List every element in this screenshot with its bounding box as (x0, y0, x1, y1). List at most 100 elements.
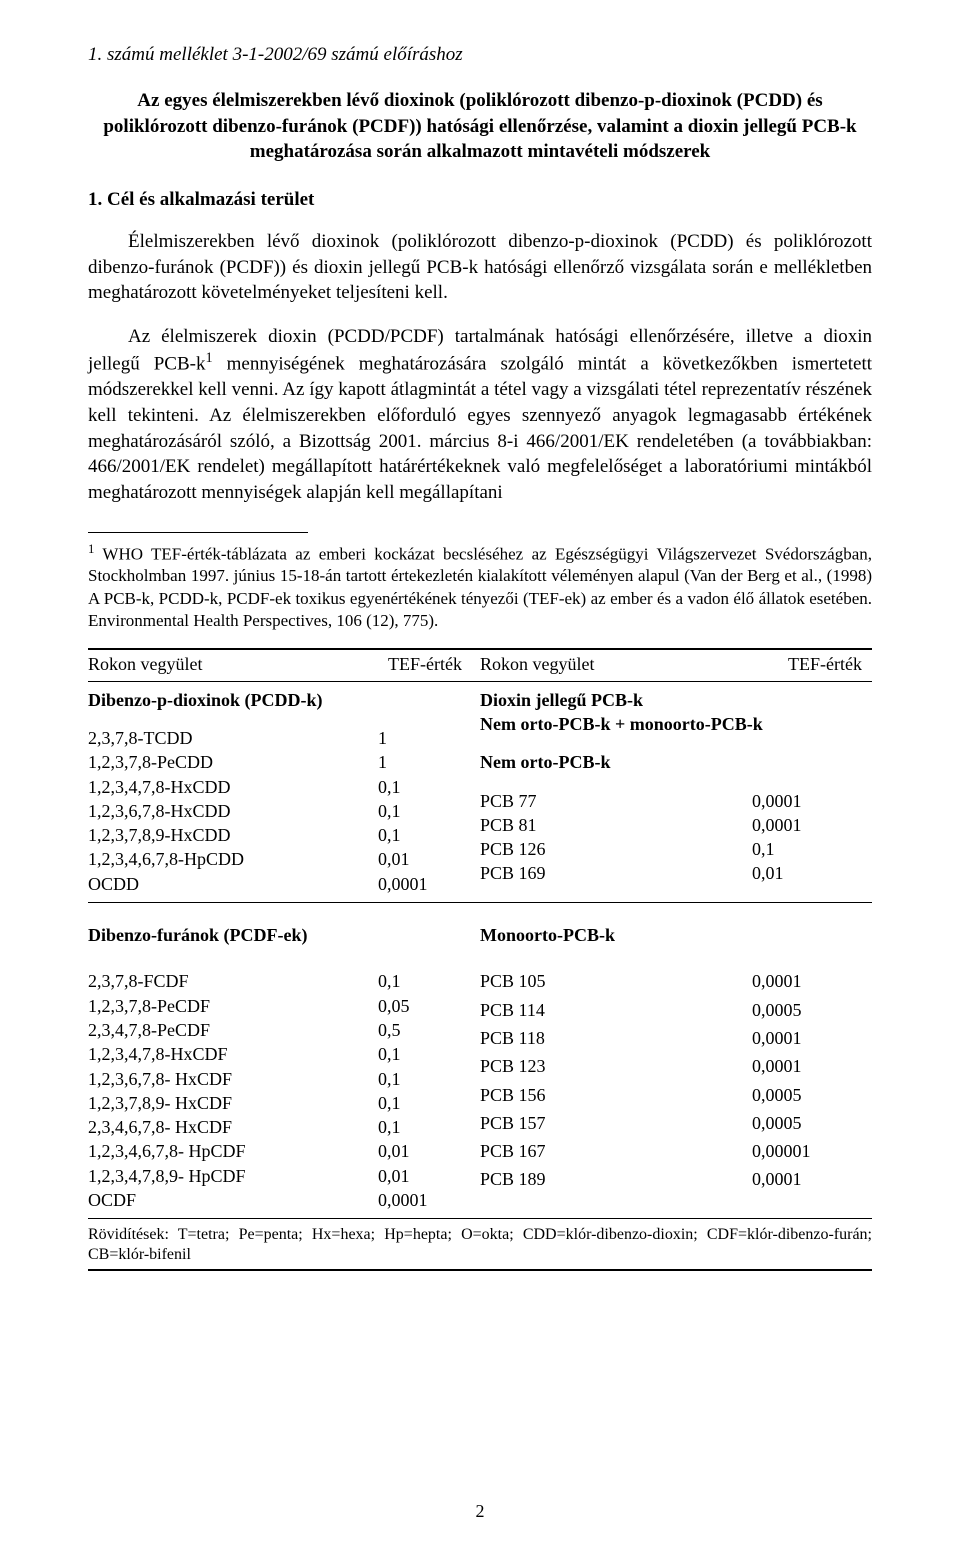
tef-value: 0,0001 (752, 1054, 862, 1078)
pcb-group-title-1: Dioxin jellegű PCB-k (480, 688, 872, 712)
table-row: OCDF0,0001 (88, 1188, 480, 1212)
compound-label: 1,2,3,7,8-PeCDF (88, 994, 378, 1018)
paragraph-2-part-b: mennyiségének meghatározására szolgáló m… (88, 354, 872, 503)
non-ortho-pcb-subtitle: Nem orto-PCB-k (480, 750, 872, 774)
pcdd-group-title: Dibenzo-p-dioxinok (PCDD-k) (88, 688, 480, 712)
tef-value: 0,5 (378, 1018, 468, 1042)
compound-label: PCB 81 (480, 813, 752, 837)
table-row: 1,2,3,4,6,7,8- HpCDF0,01 (88, 1139, 480, 1163)
tef-value: 0,0001 (752, 1167, 862, 1191)
table-row: 1,2,3,7,8-PeCDD1 (88, 750, 480, 774)
compound-label: PCB 105 (480, 969, 752, 993)
tef-value: 0,0005 (752, 998, 862, 1022)
table-row: 1,2,3,6,7,8-HxCDD0,1 (88, 799, 480, 823)
table-block-1: Dibenzo-p-dioxinok (PCDD-k) 2,3,7,8-TCDD… (88, 688, 872, 896)
tef-value: 0,0001 (378, 1188, 468, 1212)
section-1-heading: 1. Cél és alkalmazási terület (88, 189, 872, 211)
tef-value: 0,0001 (752, 813, 862, 837)
table-row: PCB 1690,01 (480, 861, 872, 885)
table-row: PCB 1180,0001 (480, 1026, 872, 1050)
tef-value: 0,01 (378, 1164, 468, 1188)
table-row: 2,3,4,6,7,8- HxCDF0,1 (88, 1115, 480, 1139)
table-row: 1,2,3,4,7,8-HxCDF0,1 (88, 1042, 480, 1066)
compound-label: 1,2,3,7,8,9- HxCDF (88, 1091, 378, 1115)
compound-label: PCB 126 (480, 837, 752, 861)
tef-value: 0,1 (378, 799, 468, 823)
compound-label: 2,3,7,8-TCDD (88, 726, 378, 750)
document-page: 1. számú melléklet 3-1-2002/69 számú elő… (0, 0, 960, 1542)
table-header-row: Rokon vegyület TEF-érték Rokon vegyület … (88, 654, 872, 675)
tef-value: 0,1 (378, 1067, 468, 1091)
tef-value: 0,01 (378, 1139, 468, 1163)
table-row: PCB 1230,0001 (480, 1054, 872, 1078)
compound-label: PCB 189 (480, 1167, 752, 1191)
compound-label: PCB 169 (480, 861, 752, 885)
tef-value: 0,01 (378, 847, 468, 871)
tef-value: 0,0001 (378, 872, 468, 896)
table-row: 1,2,3,4,7,8,9- HpCDF0,01 (88, 1164, 480, 1188)
tef-value: 1 (378, 750, 468, 774)
compound-label: 1,2,3,6,7,8- HxCDF (88, 1067, 378, 1091)
pcdd-group: Dibenzo-p-dioxinok (PCDD-k) 2,3,7,8-TCDD… (88, 688, 480, 896)
table-row: PCB 1570,0005 (480, 1111, 872, 1135)
tef-value: 0,01 (752, 861, 862, 885)
table-col-header-right-tef: TEF-érték (742, 654, 862, 675)
compound-label: 1,2,3,4,6,7,8-HpCDD (88, 847, 378, 871)
table-row: PCB 810,0001 (480, 813, 872, 837)
compound-label: PCB 114 (480, 998, 752, 1022)
compound-label: PCB 167 (480, 1139, 752, 1163)
table-row: 1,2,3,7,8,9-HxCDD0,1 (88, 823, 480, 847)
table-bottom-border (88, 1218, 872, 1219)
compound-label: PCB 118 (480, 1026, 752, 1050)
table-row: PCB 1260,1 (480, 837, 872, 861)
annex-reference: 1. számú melléklet 3-1-2002/69 számú elő… (88, 44, 872, 66)
tef-value: 0,1 (378, 969, 468, 993)
table-row: OCDD0,0001 (88, 872, 480, 896)
paragraph-2: Az élelmiszerek dioxin (PCDD/PCDF) tarta… (88, 324, 872, 506)
compound-label: 2,3,4,6,7,8- HxCDF (88, 1115, 378, 1139)
footnote-separator (88, 532, 308, 533)
compound-label: 1,2,3,7,8,9-HxCDD (88, 823, 378, 847)
tef-value: 0,0005 (752, 1083, 862, 1107)
tef-value: 0,1 (378, 1115, 468, 1139)
table-row: 1,2,3,6,7,8- HxCDF0,1 (88, 1067, 480, 1091)
table-col-header-left-tef: TEF-érték (388, 654, 480, 675)
compound-label: 1,2,3,4,7,8-HxCDD (88, 775, 378, 799)
compound-label: OCDD (88, 872, 378, 896)
table-row: 1,2,3,7,8-PeCDF0,05 (88, 994, 480, 1018)
table-row: 1,2,3,4,7,8-HxCDD0,1 (88, 775, 480, 799)
tef-value: 0,1 (378, 775, 468, 799)
compound-label: PCB 157 (480, 1111, 752, 1135)
footnote-1: 1 WHO TEF-érték-táblázata az emberi kock… (88, 541, 872, 632)
tef-value: 0,1 (378, 823, 468, 847)
table-end-border (88, 1269, 872, 1271)
tef-value: 0,05 (378, 994, 468, 1018)
compound-label: 1,2,3,7,8-PeCDD (88, 750, 378, 774)
compound-label: OCDF (88, 1188, 378, 1212)
tef-value: 1 (378, 726, 468, 750)
table-row: PCB 1670,00001 (480, 1139, 872, 1163)
monoortho-pcb-title: Monoorto-PCB-k (480, 923, 872, 947)
footnote-ref-1: 1 (205, 350, 212, 366)
table-header-underline (88, 681, 872, 682)
tef-value: 0,0001 (752, 969, 862, 993)
compound-label: PCB 77 (480, 789, 752, 813)
footnote-text: WHO TEF-érték-táblázata az emberi kockáz… (88, 544, 872, 629)
tef-value: 0,1 (378, 1042, 468, 1066)
tef-value: 0,0005 (752, 1111, 862, 1135)
pcb-group-title-2: Nem orto-PCB-k + monoorto-PCB-k (480, 712, 872, 736)
compound-label: PCB 123 (480, 1054, 752, 1078)
table-block-divider (88, 902, 872, 903)
pcdf-group-title: Dibenzo-furánok (PCDF-ek) (88, 923, 480, 947)
table-row: 2,3,7,8-TCDD1 (88, 726, 480, 750)
table-row: 2,3,7,8-FCDF0,1 (88, 969, 480, 993)
tef-value: 0,1 (752, 837, 862, 861)
abbreviations-legend: Rövidítések: T=tetra; Pe=penta; Hx=hexa;… (88, 1225, 872, 1265)
compound-label: 1,2,3,4,7,8-HxCDF (88, 1042, 378, 1066)
table-col-header-left-compound: Rokon vegyület (88, 654, 388, 675)
compound-label: 1,2,3,6,7,8-HxCDD (88, 799, 378, 823)
document-title: Az egyes élelmiszerekben lévő dioxinok (… (100, 88, 860, 165)
pcdf-group: Dibenzo-furánok (PCDF-ek) 2,3,7,8-FCDF0,… (88, 923, 480, 1212)
table-row: PCB 1890,0001 (480, 1167, 872, 1191)
tef-value: 0,00001 (752, 1139, 862, 1163)
